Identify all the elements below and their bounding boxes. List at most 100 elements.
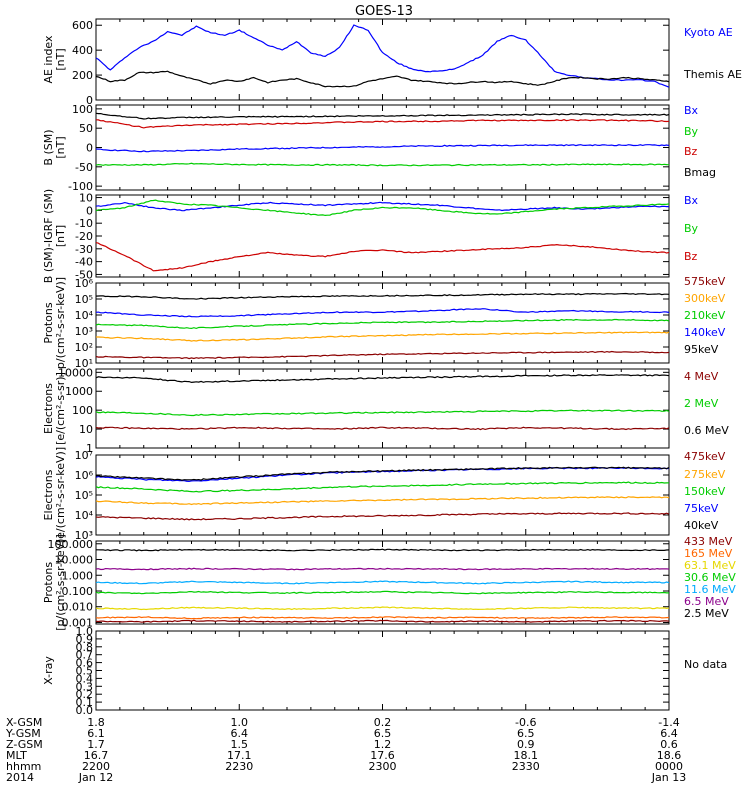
y-tick-label: 0.6 xyxy=(76,657,94,670)
series-line-bmag xyxy=(95,112,670,120)
panel-electrons-kev: 10³ 10⁴ 10⁵ 10⁶ 10⁷ Electrons [e/(cm²-s-sr-keV… xyxy=(42,447,726,543)
x-row-value: 0.2 xyxy=(374,716,392,729)
y-tick-label: 0.4 xyxy=(76,672,94,685)
series-line-95kev xyxy=(95,292,670,300)
series-line-by xyxy=(95,199,670,217)
series-line-4-mev xyxy=(95,426,670,431)
y-tick-label: 200 xyxy=(72,69,93,82)
series-line-40kev xyxy=(95,466,670,481)
y-tick-label: 0.8 xyxy=(76,641,94,654)
series-line-bz xyxy=(95,119,670,129)
y-tick-label: 0.3 xyxy=(76,680,94,693)
y-tick-label: 100 xyxy=(72,103,93,116)
legend-4-mev: 4 MeV xyxy=(684,370,719,383)
series-line-210kev xyxy=(95,318,670,330)
panel-frame xyxy=(95,454,670,536)
series-line-6-5-mev xyxy=(95,567,670,571)
series-line-575kev xyxy=(95,350,670,360)
legend-6-5-mev: 6.5 MeV xyxy=(684,595,729,608)
legend-150kev: 150keV xyxy=(684,485,726,498)
x-row-label: X-GSM xyxy=(6,716,42,729)
y-tick-label: 10⁵ xyxy=(75,293,93,306)
y-axis-label: B (SM) xyxy=(42,129,55,165)
x-row-value: 2230 xyxy=(225,760,253,773)
y-tick-label: 0.2 xyxy=(76,688,94,701)
y-tick-label: -40 xyxy=(75,256,93,269)
panel-frame xyxy=(95,630,670,711)
y-tick-label: 0.001 xyxy=(62,616,94,629)
y-axis-label: [nT] xyxy=(54,136,67,158)
legend-30-6-mev: 30.6 MeV xyxy=(684,571,736,584)
legend-bx: Bx xyxy=(684,194,699,207)
series-line-30-6-mev xyxy=(95,590,669,595)
y-tick-label: 0.010 xyxy=(62,601,94,614)
y-tick-label: -100 xyxy=(68,180,93,193)
y-tick-label: 0 xyxy=(86,94,93,107)
y-tick-label: 10 xyxy=(79,423,93,436)
y-tick-label: 10⁴ xyxy=(75,509,94,522)
y-tick-label: -10 xyxy=(75,217,93,230)
legend-275kev: 275keV xyxy=(684,468,726,481)
series-line-275kev xyxy=(95,496,670,506)
legend-2-5-mev: 2.5 MeV xyxy=(684,607,729,620)
y-tick-label: -50 xyxy=(75,161,93,174)
legend-themis-ae: Themis AE xyxy=(683,68,742,81)
legend-165-mev: 165 MeV xyxy=(684,547,733,560)
panel-x-ray: 0.00.10.20.30.40.50.60.70.80.91.0 X-ray No… xyxy=(42,625,727,717)
y-tick-label: 10⁶ xyxy=(75,469,94,482)
legend-210kev: 210keV xyxy=(684,309,726,322)
legend-by: By xyxy=(684,222,699,235)
y-axis-label: Protons xyxy=(42,302,55,343)
legend-40kev: 40keV xyxy=(684,519,719,532)
x-row-value: 1.7 xyxy=(87,738,105,751)
y-tick-label: 50 xyxy=(79,122,93,135)
x-row-label: Z-GSM xyxy=(6,738,43,751)
legend-575kev: 575keV xyxy=(684,275,726,288)
x-row-label: MLT xyxy=(6,749,27,762)
y-tick-label: 1000 xyxy=(65,385,93,398)
legend-475kev: 475keV xyxy=(684,450,726,463)
legend-bx: Bx xyxy=(684,104,699,117)
panel-b-sm: -100 -50 0 50 100 B (SM) [nT] Bx By Bz Bmag xyxy=(42,103,716,193)
x-row-value: Jan 12 xyxy=(78,771,113,784)
y-tick-label: 1.000 xyxy=(62,569,94,582)
plot-title: GOES-13 xyxy=(355,4,413,19)
y-tick-label: 10⁴ xyxy=(75,309,94,322)
y-tick-label: -30 xyxy=(75,243,93,256)
y-tick-label: 10⁵ xyxy=(75,489,93,502)
x-row-label: hhmm xyxy=(6,760,41,773)
y-tick-label: 10000 xyxy=(58,366,93,379)
panel-ae-index: 0 200 400 600 AE index [nT] Kyoto AE Themis AE xyxy=(42,18,742,107)
series-line-300kev xyxy=(96,331,670,342)
legend-by: By xyxy=(684,125,699,138)
series-line-11-6-mev xyxy=(95,580,670,585)
legend-bmag: Bmag xyxy=(684,166,716,179)
y-tick-label: 0.100 xyxy=(62,585,94,598)
y-tick-label: 1.0 xyxy=(76,625,94,638)
x-row-value: 2300 xyxy=(369,760,397,773)
y-tick-label: 0.7 xyxy=(76,649,94,662)
legend-140kev: 140keV xyxy=(684,326,726,339)
legend-bz: Bz xyxy=(684,250,698,263)
series-line-bx xyxy=(95,144,670,153)
x-row-value: 6.5 xyxy=(374,727,392,740)
series-line-2-5-mev xyxy=(96,548,670,552)
series-line-kyoto-ae xyxy=(95,24,670,88)
x-axis-table: X-GSM 1.8 1.0 0.2 -0.6 -1.4 Y-GSM 6.1 6.4 6.5 6.5 6… xyxy=(5,716,686,784)
legend-433-mev: 433 MeV xyxy=(684,535,733,548)
y-axis-label: AE index xyxy=(42,35,55,84)
x-row-value: 1.5 xyxy=(231,738,249,751)
x-row-value: 0000 xyxy=(655,760,683,773)
panel-protons-low: 10¹ 10² 10³ 10⁴ 10⁵ 10⁶ Protons p/(cm²-s-sr-keV… xyxy=(42,275,726,370)
y-axis-label: B (SM)-IGRF (SM) xyxy=(42,189,55,283)
x-row-value: 2330 xyxy=(512,760,540,773)
y-tick-label: -50 xyxy=(75,268,93,281)
x-row-value: -1.4 xyxy=(658,716,679,729)
x-row-label: Y-GSM xyxy=(5,727,41,740)
y-tick-label: 10¹ xyxy=(75,357,93,370)
x-row-value: 6.5 xyxy=(517,727,535,740)
series-line-75kev xyxy=(95,466,670,483)
y-tick-label: -20 xyxy=(75,230,93,243)
